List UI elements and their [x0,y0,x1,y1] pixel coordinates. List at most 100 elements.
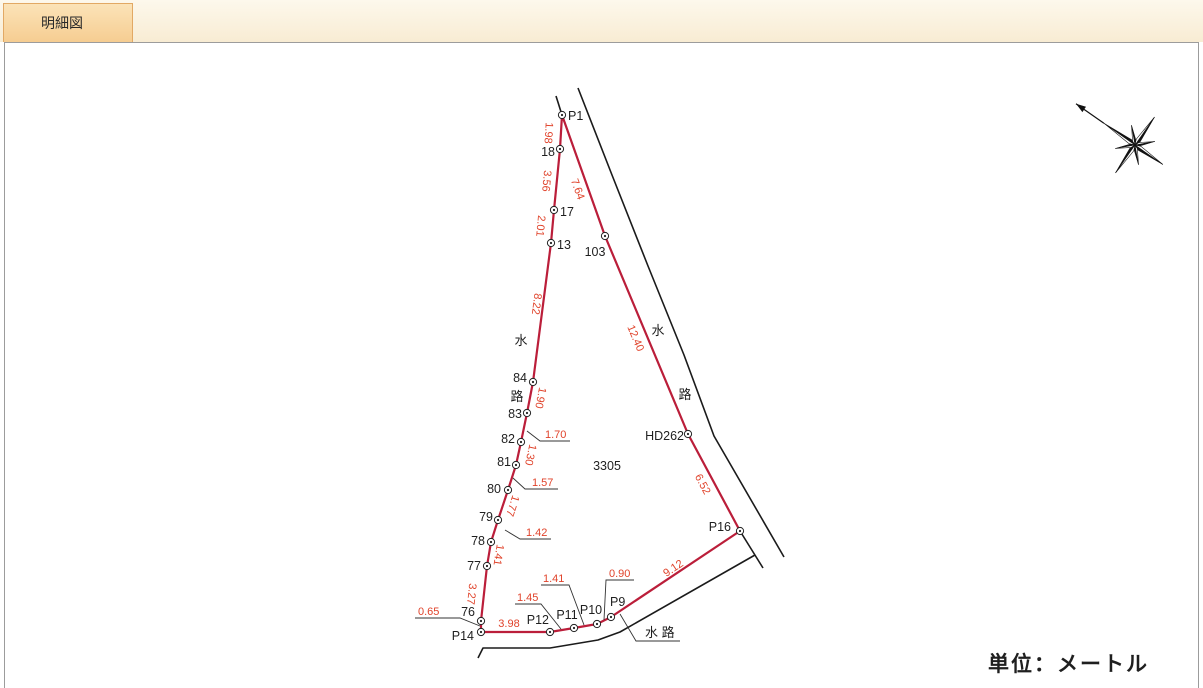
compass-rose-icon [1075,103,1164,174]
parcel-boundary [479,113,742,634]
distance-label: 1.70 [545,429,566,441]
parcel-number: 3305 [593,459,621,473]
point-label: P14 [452,629,474,643]
survey-point-icon [482,561,492,571]
distance-label: 7.64 [568,177,587,201]
distance-label: 2.01 [533,215,547,237]
distance-leader-line [504,529,551,540]
distance-label: 1.41 [491,543,506,566]
point-label: P12 [527,613,549,627]
survey-point-icon [476,616,486,626]
survey-point-dot [549,241,553,245]
point-label: 18 [541,145,555,159]
distance-label: 1.30 [522,443,538,466]
distance-label: 3.56 [539,170,553,192]
point-label: HD262 [645,429,684,443]
distance-leader-line [541,584,585,626]
waterway-label-west-bottom: 路 [510,389,523,404]
waterway-south-leader [619,613,680,642]
tab-detail-map[interactable]: 明細図 [3,3,133,42]
point-label: P10 [580,603,602,617]
survey-point-icon [546,238,556,248]
point-label: P11 [556,608,577,622]
distance-labels: 1.983.562.018.221.901.701.301.571.771.42… [418,122,713,630]
distance-label: 1.98 [542,122,555,144]
waterway-label-east-bottom: 路 [678,387,691,402]
compass-point [1103,122,1136,146]
survey-point-icon [735,526,745,536]
survey-point-dot [531,380,535,384]
distance-label: 1.57 [532,477,553,489]
unit-label: 単位：メートル [988,652,1149,676]
distance-label: 1.42 [526,527,547,539]
point-label: 78 [471,534,485,548]
point-label: 81 [497,455,511,469]
survey-point-icon [557,110,567,120]
compass-point [1115,144,1136,174]
survey-point-dot [519,440,523,444]
survey-point-icon [522,408,532,418]
compass-point [1134,144,1164,165]
survey-point-icon [606,612,616,622]
survey-point-icon [503,485,513,495]
survey-point-dot [603,234,607,238]
survey-point-icon [493,515,503,525]
survey-point-icon [683,429,693,439]
distance-leader-line [415,617,481,627]
survey-point-dot [560,113,564,117]
compass-point [1134,144,1139,165]
point-label: 82 [501,432,515,446]
leader-lines [415,430,634,630]
east-waterway-inner-edge [561,114,764,569]
point-label: 80 [487,482,501,496]
distance-leader-line [515,603,562,630]
distance-label: 1.45 [517,592,538,604]
north-arrow-head [1076,103,1086,113]
distance-label: 1.90 [532,386,548,409]
waterway-label-east-top: 水 [651,323,664,338]
point-label: 17 [560,205,574,219]
survey-point-icon [486,537,496,547]
survey-point-dot [525,411,529,415]
distance-label: 3.98 [498,618,519,630]
point-label: P16 [709,520,731,534]
distance-label: 0.65 [418,606,439,618]
waterway-label-south: 水 路 [645,625,675,640]
point-labels: P1 18 17 13 84 83 82 81 80 79 78 77 76 P14 P12 P11 P10 P9… [452,109,731,643]
survey-point-dot [548,630,552,634]
survey-point-dot [489,540,493,544]
survey-point-dot [479,619,483,623]
distance-label: 0.90 [609,568,630,580]
survey-point-icon [476,627,486,637]
east-waterway-outer-edge [577,87,785,558]
survey-point-dot [514,463,518,467]
point-label: 79 [479,510,493,524]
survey-point-icon [592,619,602,629]
distance-label: 8.22 [529,293,544,316]
header-bar: 明細図 [0,0,1203,42]
point-label: P1 [568,109,583,123]
survey-point-dot [552,208,556,212]
survey-point-icon [528,377,538,387]
survey-point-icon [555,144,565,154]
survey-point-icon [569,623,579,633]
survey-point-dot [485,564,489,568]
distance-leader-line [603,579,634,621]
distance-leader-line [526,430,570,442]
distance-label: 1.41 [543,573,564,585]
survey-point-dot [572,626,576,630]
point-label: 103 [585,245,606,259]
distance-leader-line [512,477,558,490]
point-label: P9 [610,595,625,609]
survey-point-dot [609,615,613,619]
distance-label: 3.27 [464,583,478,606]
survey-point-dot [738,529,742,533]
point-label: 83 [508,407,522,421]
compass-point [1134,141,1155,146]
survey-points [476,110,745,637]
survey-point-icon [549,205,559,215]
point-label: 77 [467,559,481,573]
survey-point-dot [686,432,690,436]
survey-point-dot [558,147,562,151]
